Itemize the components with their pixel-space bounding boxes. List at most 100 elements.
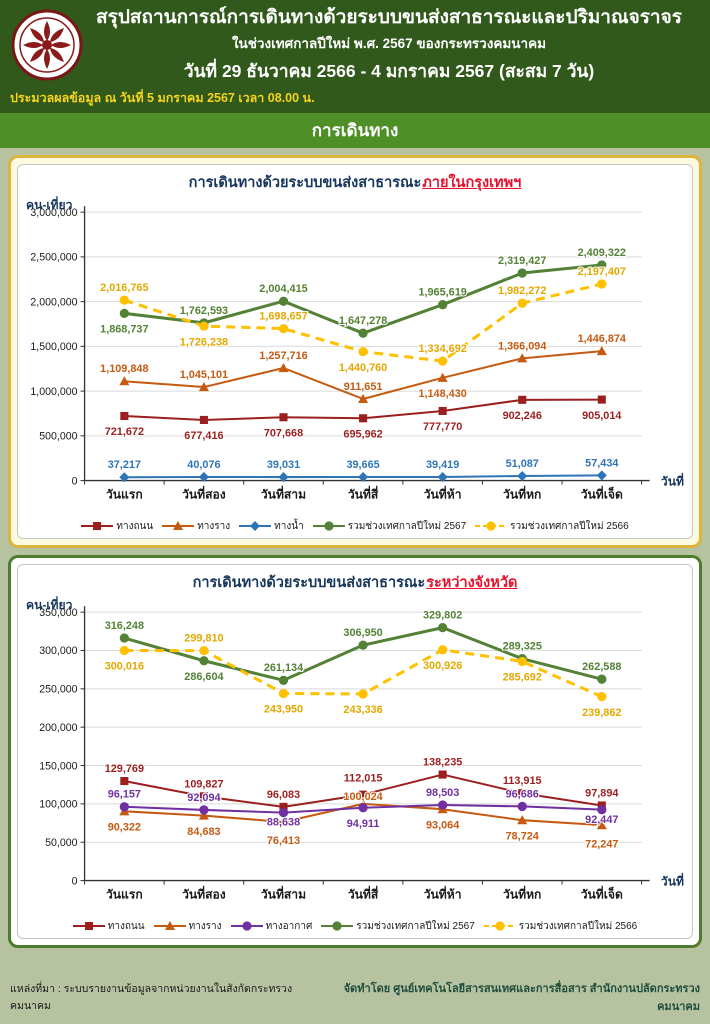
legend-label: รวมช่วงเทศกาลปีใหม่ 2567: [356, 920, 475, 932]
svg-text:306,950: 306,950: [343, 627, 382, 639]
svg-text:1,500,000: 1,500,000: [30, 341, 77, 353]
svg-text:92,094: 92,094: [187, 791, 220, 803]
svg-text:วันแรก: วันแรก: [106, 487, 143, 501]
svg-text:329,802: 329,802: [423, 609, 462, 621]
svg-text:50,000: 50,000: [45, 837, 77, 849]
svg-text:76,413: 76,413: [267, 835, 300, 847]
svg-text:2,016,765: 2,016,765: [100, 282, 148, 294]
svg-text:2,319,427: 2,319,427: [498, 255, 546, 267]
svg-text:1,446,874: 1,446,874: [578, 333, 626, 345]
svg-text:316,248: 316,248: [105, 620, 144, 632]
svg-text:677,416: 677,416: [184, 430, 223, 442]
chart-title-highlight: ภายในกรุงเทพฯ: [422, 174, 522, 191]
header-titles: สรุปสถานการณ์การเดินทางด้วยระบบขนส่งสาธา…: [84, 6, 700, 85]
svg-text:300,016: 300,016: [105, 660, 144, 672]
legend-label: รวมช่วงเทศกาลปีใหม่ 2566: [518, 920, 638, 932]
svg-text:2,004,415: 2,004,415: [259, 283, 307, 295]
source-note: แหล่งที่มา : ระบบรายงานข้อมูลจากหน่วยงาน…: [10, 983, 293, 1012]
chart-title-bangkok: การเดินทางด้วยระบบขนส่งสาธารณะภายในกรุงเ…: [22, 171, 688, 194]
svg-text:695,962: 695,962: [343, 428, 382, 440]
svg-text:39,419: 39,419: [426, 459, 459, 471]
svg-text:วันที่ห้า: วันที่ห้า: [424, 885, 462, 901]
svg-text:72,247: 72,247: [585, 838, 618, 850]
svg-text:239,862: 239,862: [582, 706, 621, 718]
svg-text:วันที่เจ็ด: วันที่เจ็ด: [581, 885, 623, 901]
legend-swatch-icon: [312, 521, 345, 531]
svg-text:112,015: 112,015: [344, 772, 383, 784]
svg-text:300,000: 300,000: [39, 645, 77, 657]
legend-swatch-icon: [483, 921, 516, 931]
svg-text:2,500,000: 2,500,000: [30, 251, 77, 263]
legend-item: ทางถนน: [81, 519, 153, 534]
report-date-range: วันที่ 29 ธันวาคม 2566 - 4 มกราคม 2567 (…: [183, 60, 595, 81]
svg-text:96,157: 96,157: [108, 788, 141, 800]
svg-text:285,692: 285,692: [503, 671, 542, 683]
line-chart-svg: 0 50,000 100,000 150,000 200,000 250,000 300,0…: [26, 596, 684, 902]
svg-text:วันที่: วันที่: [661, 872, 684, 888]
svg-text:905,014: 905,014: [582, 410, 621, 422]
svg-text:299,810: 299,810: [184, 632, 223, 644]
ministry-emblem-svg: [11, 9, 83, 81]
legend-label: ทางถนน: [116, 520, 154, 532]
svg-text:96,083: 96,083: [267, 788, 300, 800]
legend-label: ทางราง: [197, 520, 231, 532]
svg-text:96,686: 96,686: [506, 788, 539, 800]
svg-text:1,698,657: 1,698,657: [259, 310, 307, 322]
legend-item: ทางราง: [162, 519, 230, 534]
svg-text:200,000: 200,000: [39, 722, 77, 734]
svg-text:78,724: 78,724: [506, 830, 539, 842]
svg-text:40,076: 40,076: [187, 459, 220, 471]
data-processed-note: ประมวลผลข้อมูล ณ วันที่ 5 มกราคม 2567 เว…: [10, 90, 315, 105]
svg-text:วันที่ห้า: วันที่ห้า: [424, 485, 462, 501]
svg-text:721,672: 721,672: [105, 426, 144, 438]
svg-text:93,064: 93,064: [426, 819, 459, 831]
svg-text:1,257,716: 1,257,716: [259, 350, 307, 362]
section-title-travel: การเดินทาง: [0, 112, 710, 148]
legend-swatch-icon: [162, 521, 195, 531]
svg-text:100,000: 100,000: [39, 798, 77, 810]
legend-swatch-icon: [72, 922, 105, 931]
svg-text:902,246: 902,246: [503, 410, 542, 422]
svg-text:วันแรก: วันแรก: [106, 887, 143, 901]
chart-title-highlight: ระหว่างจังหวัด: [426, 574, 518, 591]
svg-text:วันที่สาม: วันที่สาม: [261, 485, 306, 501]
svg-text:1,868,737: 1,868,737: [100, 323, 148, 335]
svg-text:1,148,430: 1,148,430: [418, 388, 466, 400]
svg-text:138,235: 138,235: [423, 756, 462, 768]
svg-text:1,982,272: 1,982,272: [498, 285, 546, 297]
legend-interprovincial: ทางถนน ทางราง ทางอากาศ รวมช่วงเทศกาลปีใหม่ …: [22, 919, 688, 934]
svg-text:2,409,322: 2,409,322: [578, 247, 626, 259]
legend-item: รวมช่วงเทศกาลปีใหม่ 2566: [483, 919, 638, 934]
svg-text:วันที่สี่: วันที่สี่: [348, 485, 379, 501]
svg-text:1,647,278: 1,647,278: [339, 315, 387, 327]
svg-text:243,950: 243,950: [264, 703, 303, 715]
svg-text:วันที่หก: วันที่หก: [503, 885, 541, 901]
svg-text:92,447: 92,447: [585, 813, 618, 825]
panel-interprovincial: การเดินทางด้วยระบบขนส่งสาธารณะระหว่างจัง…: [8, 554, 702, 948]
legend-bangkok: ทางถนน ทางราง ทางน้ำ รวมช่วงเทศกาลปีใหม่ 25…: [22, 519, 688, 534]
footer: แหล่งที่มา : ระบบรายงานข้อมูลจากหน่วยงาน…: [0, 973, 710, 1024]
svg-text:113,915: 113,915: [503, 775, 542, 787]
svg-text:คน-เที่ยว: คน-เที่ยว: [26, 596, 73, 612]
svg-text:1,366,094: 1,366,094: [498, 340, 546, 352]
svg-text:300,926: 300,926: [423, 660, 462, 672]
svg-text:1,726,238: 1,726,238: [180, 336, 228, 348]
svg-text:500,000: 500,000: [39, 430, 77, 442]
line-chart-bangkok: 0 500,000 1,000,000 1,500,000 2,000,000 2,500…: [22, 196, 688, 517]
svg-text:350,000: 350,000: [39, 607, 77, 619]
legend-item: ทางอากาศ: [230, 919, 312, 934]
prepared-by-note: จัดทำโดย ศูนย์เทคโนโลยีสารสนเทศและการสื่…: [343, 983, 700, 1013]
svg-text:1,762,593: 1,762,593: [180, 305, 228, 317]
legend-label: รวมช่วงเทศกาลปีใหม่ 2566: [510, 520, 629, 532]
svg-text:94,911: 94,911: [347, 818, 380, 830]
svg-text:วันที่หก: วันที่หก: [503, 485, 541, 501]
svg-text:วันที่สอง: วันที่สอง: [182, 885, 226, 901]
legend-swatch-icon: [239, 521, 272, 532]
chart-card-bangkok: การเดินทางด้วยระบบขนส่งสาธารณะภายในกรุงเ…: [17, 163, 693, 539]
svg-text:707,668: 707,668: [264, 427, 303, 439]
legend-label: ทางราง: [188, 920, 222, 932]
legend-item: รวมช่วงเทศกาลปีใหม่ 2567: [312, 519, 466, 534]
panel-bangkok: การเดินทางด้วยระบบขนส่งสาธารณะภายในกรุงเ…: [8, 154, 702, 548]
svg-text:286,604: 286,604: [184, 671, 223, 683]
svg-text:90,322: 90,322: [108, 821, 141, 833]
